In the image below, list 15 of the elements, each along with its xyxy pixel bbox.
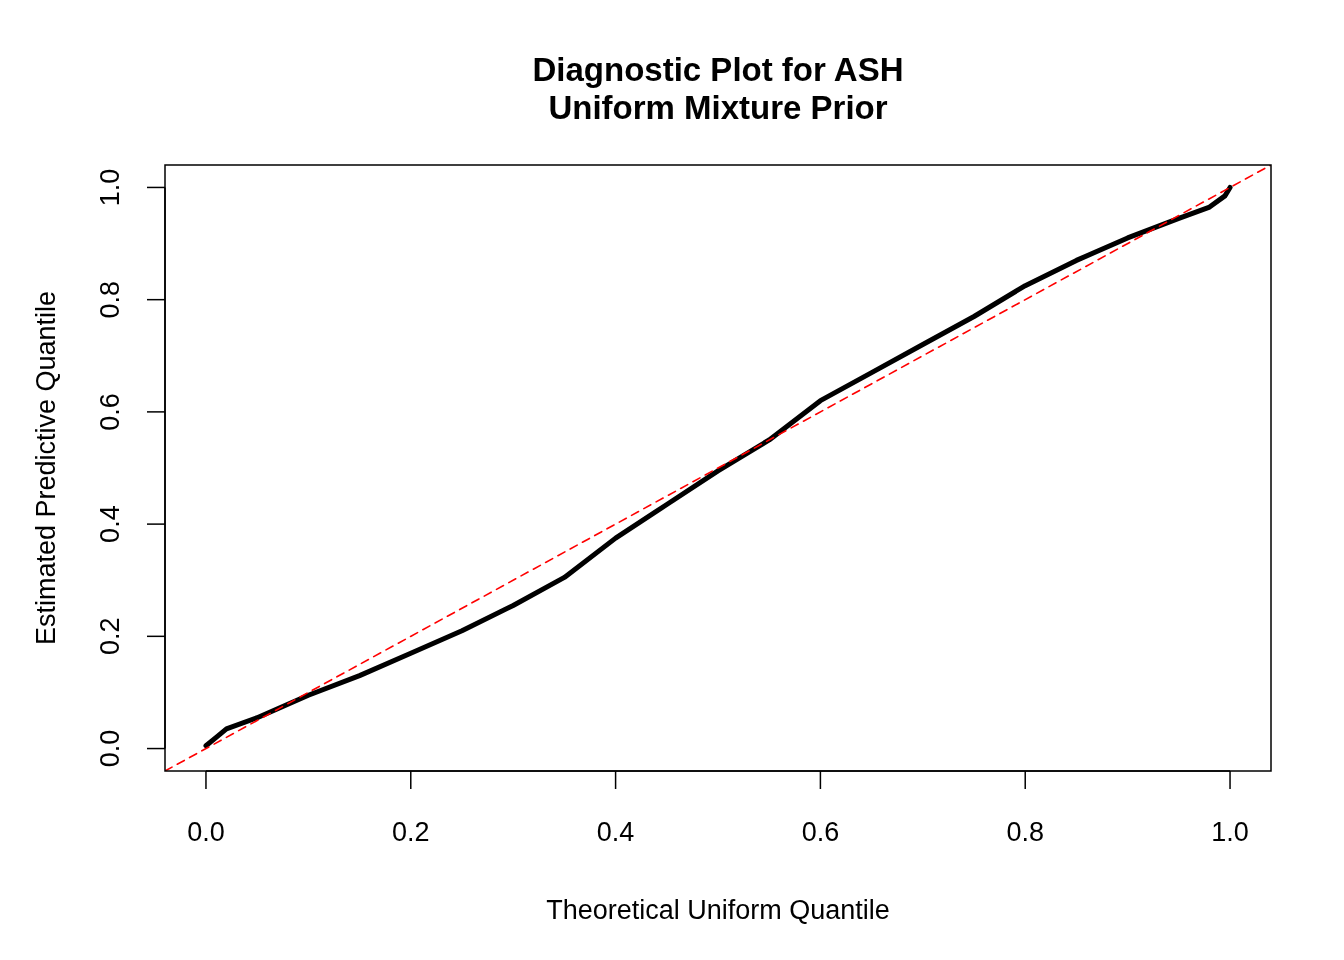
chart-title: Diagnostic Plot for ASH Uniform Mixture Prior: [532, 51, 904, 126]
y-tick-label: 0.4: [95, 505, 125, 543]
x-axis-title: Theoretical Uniform Quantile: [546, 895, 890, 925]
y-tick-label: 1.0: [95, 168, 125, 207]
x-tick-label: 0.4: [596, 817, 635, 847]
x-tick-label: 0.0: [187, 817, 225, 847]
x-tick-label: 0.2: [392, 817, 430, 847]
y-tick-label: 0.8: [95, 280, 125, 319]
x-tick-label: 1.0: [1211, 817, 1249, 847]
x-tick-label: 0.6: [801, 817, 840, 847]
y-tick-label: 0.2: [95, 617, 125, 656]
y-tick-label: 0.0: [95, 729, 125, 768]
y-axis-title: Estimated Predictive Quantile: [31, 290, 61, 646]
x-tick-label: 0.8: [1006, 817, 1044, 847]
y-tick-label: 0.6: [95, 393, 125, 431]
